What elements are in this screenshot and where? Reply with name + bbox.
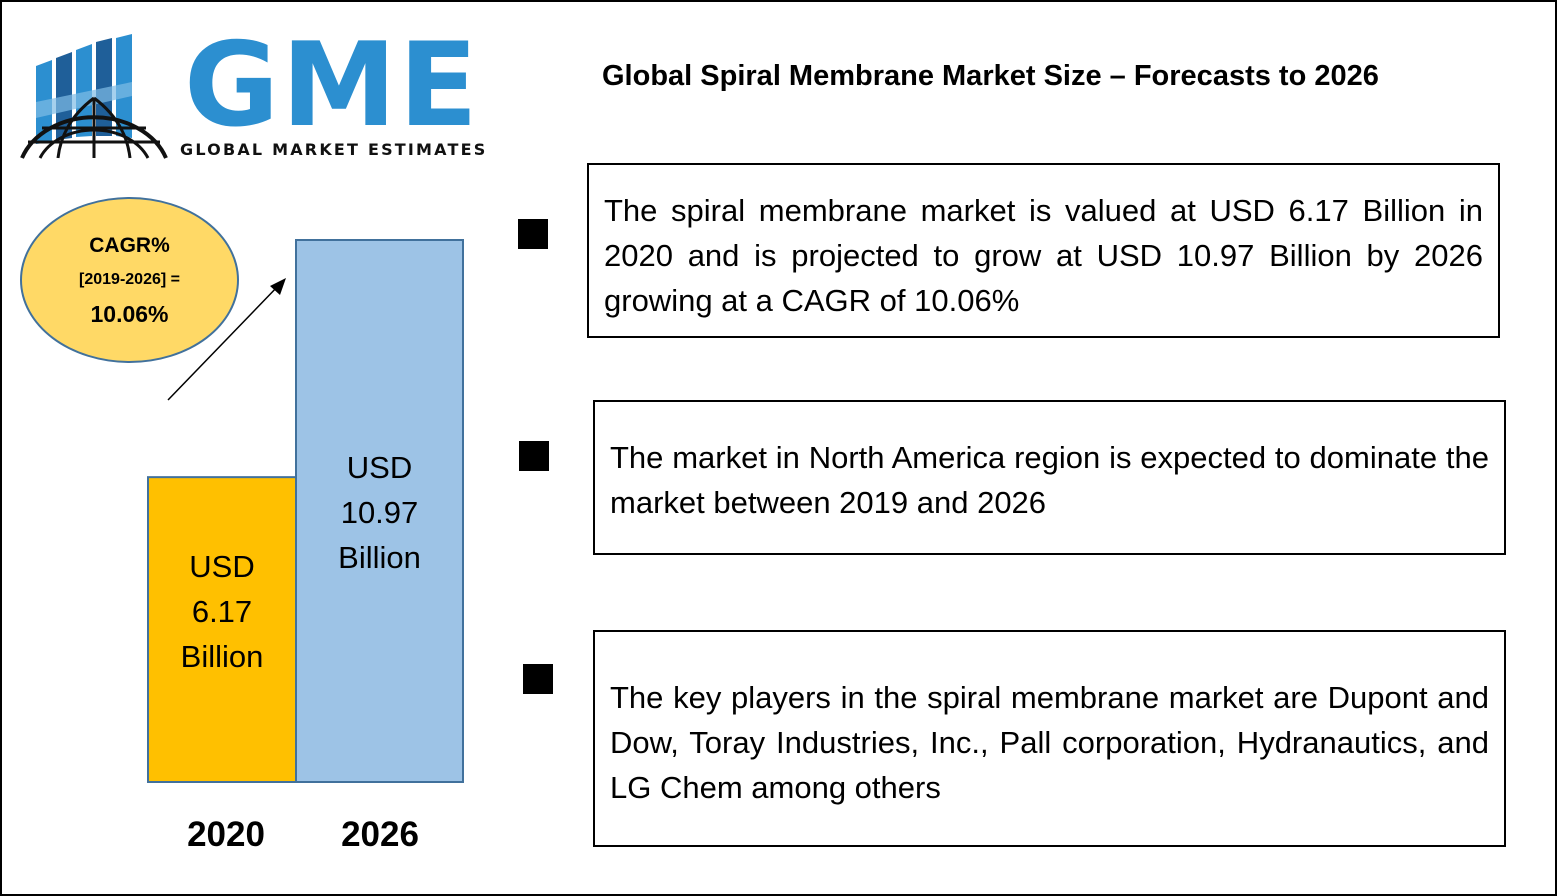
bar-2020: [147, 476, 297, 783]
bar-2020-label-2: Billion: [181, 639, 264, 674]
category-label-2020: 2020: [187, 815, 265, 854]
info-box-2: The market in North America region is ex…: [593, 400, 1506, 555]
bullet-square-2: [519, 441, 549, 471]
bar-2026-label-0: USD: [347, 450, 412, 485]
info-box-3: The key players in the spiral membrane m…: [593, 630, 1506, 847]
growth-arrow-icon: [167, 278, 286, 401]
info-text-3: The key players in the spiral membrane m…: [610, 680, 1489, 805]
category-label-2026: 2026: [341, 815, 419, 854]
cagr-value: 10.06%: [90, 301, 169, 327]
bullet-square-3: [523, 664, 553, 694]
info-text-2: The market in North America region is ex…: [610, 440, 1489, 520]
cagr-period: [2019-2026] =: [79, 271, 180, 288]
info-box-1: The spiral membrane market is valued at …: [587, 163, 1500, 338]
bar-2026-label-1: 10.97: [341, 495, 419, 530]
infographic-title: Global Spiral Membrane Market Size – For…: [602, 60, 1379, 92]
bar-2020-label-1: 6.17: [192, 594, 252, 629]
globe-logo-icon: [20, 34, 168, 159]
logo-letters: GME: [184, 18, 480, 153]
bullet-square-1: [518, 219, 548, 249]
bar-2026-label-2: Billion: [338, 540, 421, 575]
gme-logo: GME GLOBAL MARKET ESTIMATES: [18, 28, 528, 164]
bar-2026: [295, 239, 464, 783]
info-text-1: The spiral membrane market is valued at …: [604, 193, 1483, 318]
cagr-label: CAGR%: [89, 234, 170, 257]
logo-subtitle: GLOBAL MARKET ESTIMATES: [180, 140, 488, 159]
bar-chart: USD 6.17 Billion 2020 USD 10.97 Billion 2026: [147, 239, 464, 854]
cagr-badge: CAGR% [2019-2026] = 10.06%: [20, 197, 239, 363]
bar-2020-label-0: USD: [189, 549, 254, 584]
